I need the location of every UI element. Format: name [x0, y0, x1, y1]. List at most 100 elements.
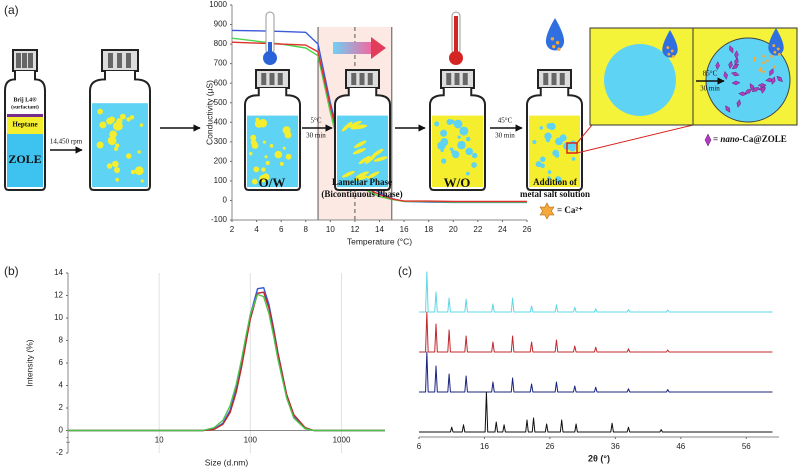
layer-label: ZOLE: [8, 152, 41, 166]
step-label: 5°C: [311, 117, 322, 125]
lamella: [353, 124, 368, 130]
droplet: [571, 156, 576, 161]
droplet: [255, 117, 260, 122]
zoom-line: [576, 124, 694, 154]
data-line: [68, 286, 385, 432]
x-tick-label: 10: [326, 225, 335, 234]
ion: [667, 52, 671, 56]
ion: [555, 41, 560, 45]
diagram-shapes: [4, 11, 798, 220]
droplet: [265, 160, 270, 166]
thermometer-bulb: [263, 51, 277, 65]
droplet: [97, 108, 104, 115]
y-tick-label: 600: [214, 78, 228, 87]
data-line: [419, 311, 773, 353]
ion: [671, 54, 675, 58]
lamella: [354, 175, 368, 181]
ion: [770, 54, 773, 58]
droplet: [106, 163, 113, 169]
droplet: [453, 119, 463, 129]
x-axis-title: Size (d.nm): [205, 457, 249, 467]
water-droplet: [705, 37, 791, 123]
lamella: [366, 171, 380, 179]
ion: [765, 59, 769, 63]
heptane-layer: [7, 117, 43, 134]
cap-stripe: [559, 73, 565, 85]
droplet: [282, 126, 291, 135]
y-tick-label: 2: [59, 403, 64, 412]
droplet: [129, 115, 135, 120]
y-axis-title: Intensity (%): [24, 339, 34, 386]
x-tick-label: 36: [611, 442, 620, 451]
droplet: [251, 142, 259, 149]
diagram-labels: (a) (b) (c) Brij L4® (surfactant) Heptan…: [4, 3, 787, 278]
droplet: [130, 169, 136, 175]
x-tick-label: 4: [254, 225, 259, 234]
x-tick-label: 26: [523, 225, 532, 234]
zoom-box: [566, 142, 578, 154]
x-tick-label: 18: [424, 225, 433, 234]
x-tick-label: 26: [545, 442, 554, 451]
layer-label: (surfactant): [11, 103, 39, 110]
droplet: [250, 134, 257, 141]
ion: [772, 65, 776, 69]
x-tick-label: 56: [742, 442, 751, 451]
lamella: [371, 148, 384, 158]
droplet: [274, 150, 283, 159]
ion: [773, 50, 777, 54]
droplet: [282, 146, 286, 150]
droplet: [269, 144, 274, 148]
lamella: [364, 154, 377, 164]
y-tick-label: 900: [214, 20, 228, 29]
lamella: [373, 156, 388, 162]
y-tick-label: 800: [214, 39, 228, 48]
x-tick-label: 12: [350, 225, 359, 234]
y-tick-label: 10: [54, 313, 63, 322]
thermometer-bulb: [449, 51, 463, 65]
lamella: [348, 120, 362, 128]
ion: [762, 70, 765, 74]
lamella: [341, 121, 353, 132]
droplet: [457, 140, 466, 150]
droplet: [555, 137, 563, 146]
y-axis-title: Conductivity (μS): [204, 80, 214, 145]
x-axis-title: 2θ (°): [588, 453, 610, 463]
nanoparticle: [715, 61, 720, 71]
nanoparticle: [749, 83, 755, 91]
cap-stripe: [359, 73, 365, 85]
droplet: [126, 153, 132, 159]
droplet: [115, 177, 120, 182]
y-tick-label: -2: [56, 448, 64, 457]
droplet: [126, 117, 131, 122]
y-tick-label: 14: [54, 268, 63, 277]
zoom-line: [576, 124, 593, 144]
y-tick-label: 8: [59, 336, 64, 345]
x-tick-label: 14: [375, 225, 384, 234]
cap-stripe: [551, 73, 557, 85]
nanoparticle: [725, 105, 731, 113]
droplet: [465, 147, 473, 156]
droplet: [248, 151, 253, 156]
ion: [753, 58, 756, 62]
cap-stripe: [28, 53, 33, 68]
nanoparticle: [760, 85, 766, 94]
phase-label: (Bicontinuous Phase): [321, 189, 402, 199]
droplet: [99, 121, 107, 129]
droplet: [140, 179, 144, 183]
mixing-label: 14,450 rpm: [50, 138, 83, 146]
phase-label: W/O: [444, 175, 471, 190]
ion: [550, 37, 555, 41]
ion: [762, 61, 765, 65]
step-label: 30 min: [700, 85, 720, 93]
droplet: [450, 119, 455, 124]
y-tick-label: 700: [214, 59, 228, 68]
heating-arrow: [333, 42, 371, 54]
y-tick-label: 6: [59, 358, 64, 367]
droplet: [114, 143, 120, 148]
droplet: [441, 158, 447, 164]
ion: [552, 44, 556, 49]
cap-stripe: [126, 53, 131, 68]
droplet: [532, 139, 537, 145]
y-tick-label: 500: [214, 98, 228, 107]
droplet: [109, 130, 117, 139]
